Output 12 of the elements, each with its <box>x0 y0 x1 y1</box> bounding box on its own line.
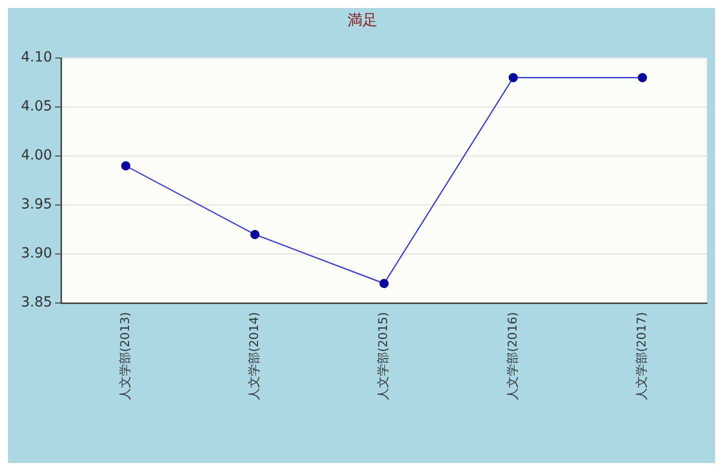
x-tick-label: 人文学部(2017) <box>634 312 649 400</box>
y-tick-label: 4.00 <box>21 148 52 164</box>
y-tick-label: 4.10 <box>21 50 52 66</box>
y-tick-label: 3.85 <box>21 294 52 311</box>
x-tick-label: 人文学部(2016) <box>505 312 520 400</box>
x-tick-label: 人文学部(2014) <box>247 312 262 400</box>
x-tick-label: 人文学部(2013) <box>118 312 132 400</box>
y-tick-label: 3.90 <box>21 246 52 262</box>
chart-title: 満足 <box>348 10 378 29</box>
y-tick-label: 4.05 <box>21 98 52 115</box>
y-tick-label: 3.95 <box>21 196 52 213</box>
x-tick-label: 人文学部(2015) <box>376 312 390 400</box>
